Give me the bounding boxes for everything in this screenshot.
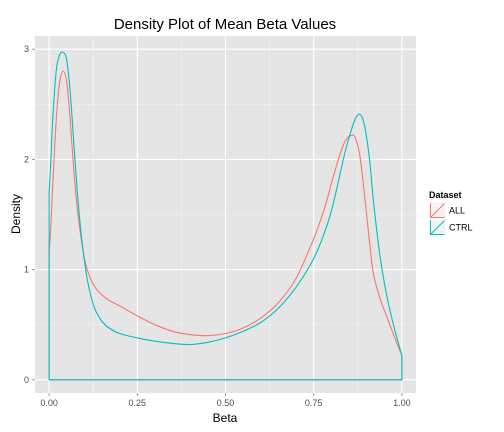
x-axis-label: Beta: [213, 411, 238, 425]
density-curves: [48, 51, 403, 381]
legend-label: ALL: [449, 206, 465, 216]
chart-title: Density Plot of Mean Beta Values: [114, 16, 336, 33]
legend-title: Dataset: [429, 190, 462, 200]
legend-key-line: [430, 220, 445, 235]
y-tick-label: 0: [24, 375, 29, 385]
x-tick-label: 0.00: [40, 398, 58, 408]
legend-key-frame: [430, 220, 445, 235]
density-curve-ctrl: [48, 51, 403, 381]
density-curve-all: [48, 70, 403, 381]
x-tick-label: 0.50: [217, 398, 235, 408]
legend: Dataset ALL CTRL: [428, 190, 473, 237]
x-tick-label: 0.25: [129, 398, 147, 408]
legend-label: CTRL: [449, 223, 473, 233]
legend-key-frame: [430, 203, 445, 218]
y-tick-label: 3: [24, 44, 29, 54]
y-tick-label: 2: [24, 154, 29, 164]
legend-item-all: ALL: [428, 201, 465, 220]
x-tick-label: 0.75: [305, 398, 323, 408]
y-tick-label: 1: [24, 265, 29, 275]
legend-key-line: [430, 203, 445, 218]
x-axis: 0.00 0.25 0.50 0.75 1.00: [40, 393, 411, 408]
legend-item-ctrl: CTRL: [428, 218, 473, 237]
y-axis: 0 1 2 3: [24, 44, 35, 385]
y-axis-label: Density: [9, 194, 23, 234]
x-tick-label: 1.00: [393, 398, 411, 408]
